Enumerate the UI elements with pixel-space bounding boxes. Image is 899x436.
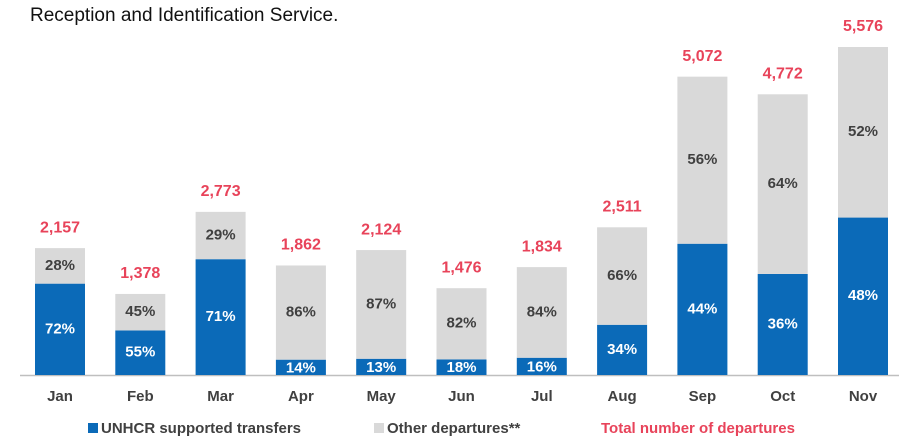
total-label: 2,124 xyxy=(361,221,401,238)
x-tick-label: Aug xyxy=(608,388,637,405)
total-label: 2,157 xyxy=(40,219,80,236)
data-label: 48% xyxy=(848,287,878,304)
total-label: 5,576 xyxy=(843,18,883,35)
bar-segment xyxy=(677,76,728,244)
legend-swatch xyxy=(88,423,98,433)
data-label: 72% xyxy=(45,320,75,337)
x-tick-label: Mar xyxy=(207,388,234,405)
bar-segment xyxy=(436,288,487,360)
data-label: 87% xyxy=(366,295,396,312)
total-label: 1,834 xyxy=(522,238,562,255)
legend-label: Total number of departures xyxy=(601,420,795,436)
data-label: 16% xyxy=(527,358,557,375)
data-label: 29% xyxy=(206,227,236,244)
total-label: 1,862 xyxy=(281,237,321,254)
bar-segment xyxy=(838,47,888,218)
data-label: 18% xyxy=(446,359,476,376)
x-tick-label: Feb xyxy=(127,388,154,405)
bar-segment xyxy=(35,248,85,284)
x-tick-label: Oct xyxy=(770,388,795,405)
x-tick-label: May xyxy=(367,388,397,405)
bar-segment xyxy=(356,358,407,375)
data-label: 14% xyxy=(286,359,316,376)
bar-segment xyxy=(356,250,407,359)
total-label: 1,378 xyxy=(120,265,160,282)
legend-swatch xyxy=(374,423,384,433)
data-label: 66% xyxy=(607,267,637,284)
bar-segment xyxy=(757,273,808,375)
bar-segment xyxy=(436,359,487,375)
legend-label: Other departures** xyxy=(387,420,521,436)
bar-segment xyxy=(597,324,648,375)
x-tick-label: Sep xyxy=(689,388,717,405)
bar-segment xyxy=(677,243,728,375)
bar-segment xyxy=(838,217,888,375)
data-label: 84% xyxy=(527,303,557,320)
data-label: 28% xyxy=(45,257,75,274)
x-tick-label: Nov xyxy=(849,388,878,405)
data-label: 45% xyxy=(125,303,155,320)
bar-segment xyxy=(275,265,326,360)
chart-title: Reception and Identification Service. xyxy=(30,5,338,26)
data-label: 86% xyxy=(286,304,316,321)
bar-segment xyxy=(195,259,246,375)
total-label: 4,772 xyxy=(763,66,803,83)
data-label: 55% xyxy=(125,344,155,361)
data-label: 56% xyxy=(687,151,717,168)
data-label: 34% xyxy=(607,341,637,358)
total-label: 5,072 xyxy=(682,48,722,65)
legend-label: UNHCR supported transfers xyxy=(101,420,301,436)
data-label: 13% xyxy=(366,359,396,376)
bar-segment xyxy=(757,94,808,274)
data-label: 64% xyxy=(768,175,798,192)
bar-segment xyxy=(115,330,166,375)
bar-segment xyxy=(597,227,648,325)
bar-segment xyxy=(275,359,326,375)
data-label: 44% xyxy=(687,300,717,317)
x-tick-label: Jan xyxy=(47,388,73,405)
data-label: 82% xyxy=(446,315,476,332)
bar-segment xyxy=(516,357,567,375)
x-tick-label: Jul xyxy=(531,388,553,405)
bar-segment xyxy=(115,293,166,331)
bar-segment xyxy=(195,211,246,260)
total-label: 1,476 xyxy=(441,259,481,276)
total-label: 2,511 xyxy=(603,199,642,216)
x-tick-label: Apr xyxy=(288,388,314,405)
bar-segment xyxy=(516,267,567,358)
data-label: 71% xyxy=(206,308,236,325)
total-label: 2,773 xyxy=(201,183,241,200)
bar-segment xyxy=(35,283,85,375)
data-label: 36% xyxy=(768,315,798,332)
data-label: 52% xyxy=(848,123,878,140)
x-tick-label: Jun xyxy=(448,388,475,405)
